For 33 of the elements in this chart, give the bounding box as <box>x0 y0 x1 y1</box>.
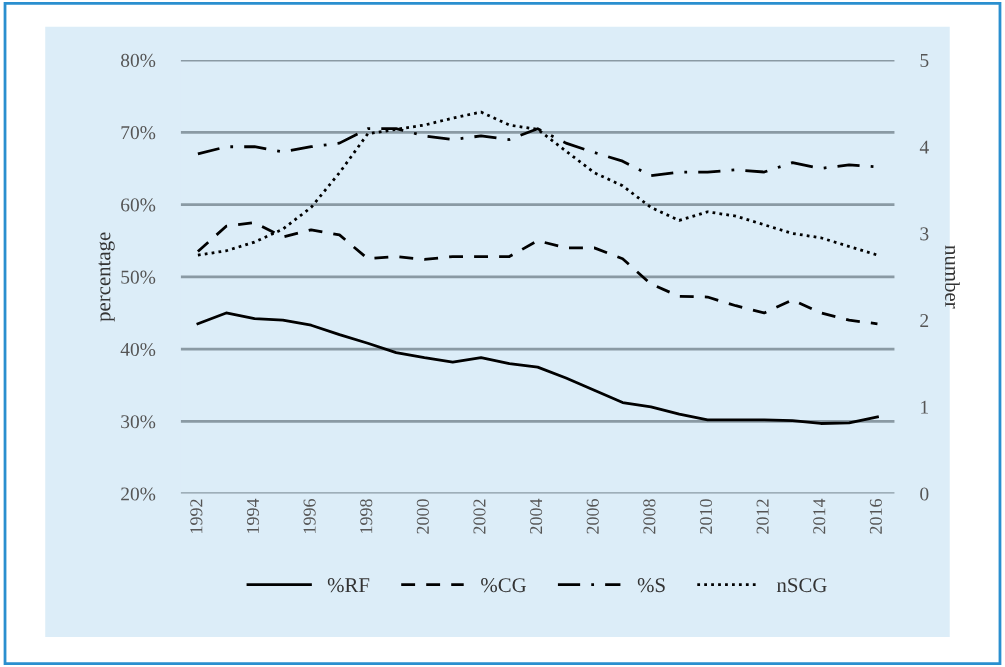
x-tick-label: 2004 <box>530 498 543 534</box>
y-tick-label: 50% <box>121 270 156 284</box>
y-axis-title: percentage <box>98 232 115 322</box>
x-tick-label: 1994 <box>246 498 260 533</box>
x-tick-label: 1992 <box>190 499 203 533</box>
y-tick-label: 40% <box>120 342 156 357</box>
y-tick-label: 30% <box>121 415 156 429</box>
legend-label: %S <box>637 578 665 593</box>
y2-tick-label: 3 <box>920 227 929 241</box>
y-tick-label: 60% <box>121 198 156 212</box>
x-tick-label: 2002 <box>473 499 486 534</box>
x-tick-label: 2000 <box>416 499 429 534</box>
y2-axis-title: number <box>945 245 960 309</box>
y2-tick-label: 5 <box>920 54 929 67</box>
y-tick-label: 80% <box>121 53 156 68</box>
x-tick-label: 2006 <box>586 498 599 534</box>
y2-tick-label: 1 <box>921 400 929 414</box>
x-tick-label: 2008 <box>643 499 656 534</box>
x-tick-label: 2016 <box>869 498 882 534</box>
y2-tick-label: 0 <box>920 487 929 501</box>
legend-label: nSCG <box>776 578 827 593</box>
y-tick-label: 20% <box>121 487 156 501</box>
x-tick-label: 2012 <box>756 499 769 534</box>
y2-tick-label: 4 <box>919 140 929 154</box>
x-tick-label: 2010 <box>699 499 713 534</box>
x-tick-label: 1996 <box>303 498 316 533</box>
x-tick-label: 2014 <box>813 498 826 534</box>
y2-tick-label: 2 <box>920 314 929 327</box>
legend-label: %CG <box>481 578 527 593</box>
legend-label: %RF <box>327 578 370 593</box>
line-series <box>196 311 879 425</box>
y-tick-label: 70% <box>121 126 156 140</box>
x-tick-label: 1998 <box>360 499 373 533</box>
